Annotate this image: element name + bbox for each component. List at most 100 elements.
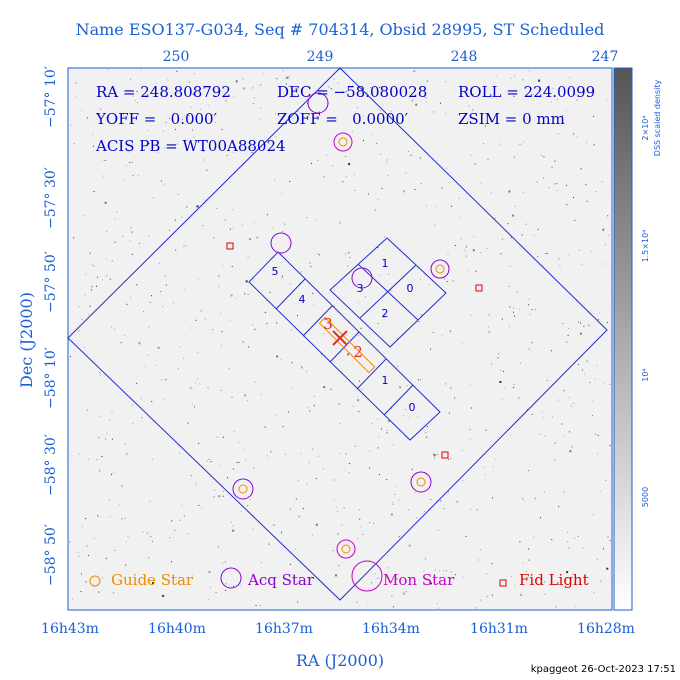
star-dot xyxy=(71,455,73,457)
star-dot xyxy=(488,326,490,328)
star-dot xyxy=(383,316,385,318)
star-dot xyxy=(558,506,560,508)
footer: kpaggeot 26-Oct-2023 17:51 xyxy=(531,664,676,675)
star-dot xyxy=(544,593,546,595)
star-dot xyxy=(609,445,611,447)
star-dot xyxy=(522,562,524,564)
star-dot xyxy=(281,193,283,194)
star-dot xyxy=(392,504,394,505)
star-dot xyxy=(345,453,347,455)
star-dot xyxy=(300,271,302,273)
star-dot xyxy=(462,343,463,345)
bottom-tick-label: 16h43m xyxy=(41,621,99,637)
star-dot xyxy=(222,265,224,267)
star-dot xyxy=(491,563,493,565)
star-dot xyxy=(163,398,165,400)
star-dot xyxy=(312,448,314,450)
star-dot xyxy=(282,231,284,233)
star-dot xyxy=(362,533,364,535)
star-dot xyxy=(110,326,112,328)
guide-star xyxy=(341,544,351,554)
star-dot xyxy=(592,400,594,402)
star-dot xyxy=(593,144,595,146)
star-dot xyxy=(177,194,179,195)
star-dot xyxy=(124,443,126,445)
star-dot xyxy=(249,238,252,240)
star-dot xyxy=(594,378,596,380)
star-dot xyxy=(150,536,152,537)
star-dot xyxy=(511,214,514,217)
star-dot xyxy=(174,529,176,531)
star-dot xyxy=(583,325,585,327)
star-dot xyxy=(126,303,128,305)
star-dot xyxy=(518,397,520,399)
star-dot xyxy=(412,71,414,73)
info-text: ACIS PB = WT00A88024 xyxy=(95,137,286,155)
star-dot xyxy=(294,548,296,550)
star-dot xyxy=(580,168,582,170)
star-dot xyxy=(126,453,128,455)
star-dot xyxy=(343,469,345,471)
star-dot xyxy=(362,121,364,123)
star-dot xyxy=(562,115,563,117)
star-dot xyxy=(534,309,536,311)
star-dot xyxy=(420,379,422,381)
star-dot xyxy=(81,573,82,575)
chip-label: 0 xyxy=(407,282,414,295)
star-dot xyxy=(474,163,476,165)
star-dot xyxy=(542,265,544,267)
star-dot xyxy=(367,193,369,195)
star-dot xyxy=(333,479,335,481)
y-axis-label: Dec (J2000) xyxy=(17,292,36,388)
star-dot xyxy=(282,70,284,72)
star-dot xyxy=(242,341,244,343)
star-dot xyxy=(563,435,565,437)
star-dot xyxy=(144,148,146,150)
star-dot xyxy=(221,331,223,333)
star-dot xyxy=(452,280,454,282)
star-dot xyxy=(229,228,231,230)
star-dot xyxy=(281,531,283,533)
star-dot xyxy=(541,154,543,156)
star-dot xyxy=(465,255,467,257)
star-dot xyxy=(386,479,388,481)
star-dot xyxy=(403,120,404,122)
star-dot xyxy=(138,342,141,345)
star-dot xyxy=(213,496,215,498)
colorbar-tick-label: 2×10⁴ xyxy=(641,115,650,140)
star-dot xyxy=(509,434,511,436)
star-dot xyxy=(282,426,284,428)
star-dot xyxy=(251,152,253,154)
star-dot xyxy=(224,219,226,221)
star-dot xyxy=(160,291,162,293)
star-dot xyxy=(91,264,93,266)
star-dot xyxy=(465,246,467,248)
star-dot xyxy=(252,103,254,104)
star-dot xyxy=(425,101,427,103)
star-dot xyxy=(533,536,535,538)
star-dot xyxy=(337,510,339,512)
star-dot xyxy=(152,458,154,460)
star-dot xyxy=(98,591,100,593)
star-dot xyxy=(203,159,205,161)
star-dot xyxy=(109,499,110,501)
star-dot xyxy=(90,289,92,291)
star-dot xyxy=(433,453,435,455)
star-dot xyxy=(447,254,449,256)
colorbar-label: DSS scaled density xyxy=(653,80,662,157)
star-dot xyxy=(113,471,115,473)
star-dot xyxy=(189,327,191,329)
star-dot xyxy=(183,515,185,517)
star-dot xyxy=(307,407,309,409)
star-dot xyxy=(251,147,253,149)
star-dot xyxy=(318,455,320,457)
star-dot xyxy=(347,353,350,356)
star-dot xyxy=(425,558,426,560)
star-dot xyxy=(491,363,493,365)
star-dot xyxy=(82,525,83,527)
star-dot xyxy=(152,582,154,585)
star-dot xyxy=(291,362,293,364)
star-dot xyxy=(183,245,185,247)
star-dot xyxy=(528,470,530,472)
star-dot xyxy=(365,296,366,298)
